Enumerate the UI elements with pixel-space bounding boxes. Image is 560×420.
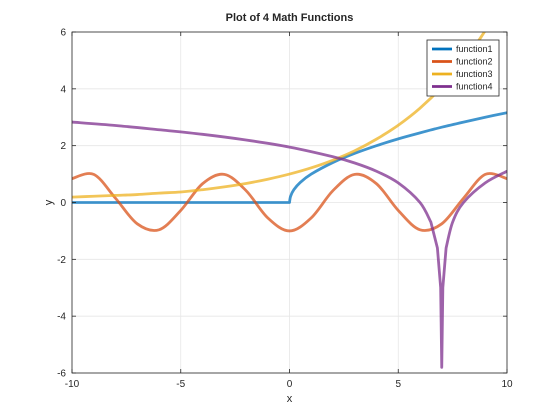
x-tick-label: -5 xyxy=(176,379,185,390)
series-line-function4 xyxy=(72,120,507,369)
x-tick-label: 5 xyxy=(395,379,401,390)
x-tick-label: 0 xyxy=(287,379,293,390)
ticks: -10 -5 0 5 10 -6 -4 -2 0 2 4 6 xyxy=(57,28,513,391)
y-tick-label: -4 xyxy=(57,312,66,323)
y-tick-label: 2 xyxy=(60,141,66,152)
y-axis-label: y xyxy=(43,199,55,205)
y-tick-label: 0 xyxy=(60,198,66,209)
x-tick-label: 10 xyxy=(501,379,513,390)
series-line-function1 xyxy=(72,111,507,204)
legend-label-function1: function1 xyxy=(456,44,493,54)
legend-label-function4: function4 xyxy=(456,82,493,92)
y-tick-label: -6 xyxy=(57,369,66,380)
series-line-function2 xyxy=(72,172,507,233)
x-axis-label: x xyxy=(287,393,293,405)
legend-label-function3: function3 xyxy=(456,69,493,79)
legend-entries: function1 function2 function3 function4 xyxy=(432,44,493,92)
legend: function1 function2 function3 function4 xyxy=(426,39,500,97)
y-tick-label: -2 xyxy=(57,255,66,266)
x-tick-label: -10 xyxy=(65,379,80,390)
chart-title: Plot of 4 Math Functions xyxy=(226,12,354,24)
y-tick-label: 6 xyxy=(60,28,66,39)
y-tick-label: 4 xyxy=(60,84,66,95)
legend-label-function2: function2 xyxy=(456,57,493,67)
